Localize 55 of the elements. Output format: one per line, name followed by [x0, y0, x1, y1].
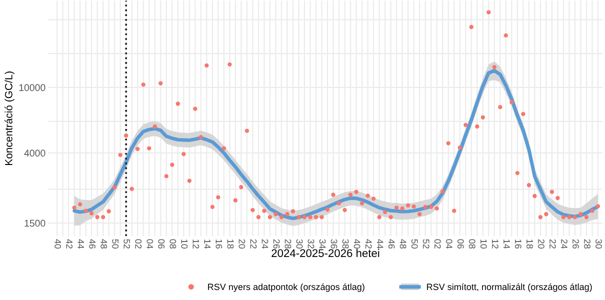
x-tick-label: 06: [158, 239, 165, 249]
legend-label: RSV nyers adatpontok (országos átlag): [208, 283, 364, 292]
x-tick-label: 30: [596, 239, 602, 249]
x-tick-label: 40: [354, 239, 360, 249]
x-tick-label: 26: [273, 239, 280, 249]
y-tick-label: 4000: [24, 150, 46, 157]
x-tick-label: 02: [135, 239, 142, 248]
x-tick-label: 04: [446, 239, 452, 249]
x-tick-label: 30: [296, 239, 303, 249]
x-tick-label: 28: [284, 239, 292, 249]
x-tick-label: 28: [584, 239, 590, 249]
x-tick-label: 08: [170, 239, 176, 249]
x-tick-label: 22: [250, 239, 257, 248]
x-tick-label: 34: [319, 239, 326, 249]
x-tick-label: 38: [342, 239, 349, 249]
x-tick-label: 16: [216, 240, 222, 249]
y-tick-label: 10000: [19, 84, 46, 92]
x-tick-label: 12: [492, 240, 498, 248]
x-tick-label: 50: [411, 239, 418, 249]
x-tick-label: 44: [376, 239, 384, 249]
x-tick-label: 16: [514, 240, 522, 249]
x-tick-label: 14: [504, 240, 510, 249]
x-tick-label: 02: [434, 239, 441, 248]
x-tick-label: 14: [204, 240, 211, 249]
x-tick-label: 52: [124, 239, 130, 248]
x-tick-label: 24: [262, 239, 268, 249]
x-tick-label: 22: [550, 239, 556, 248]
x-tick-label: 18: [227, 240, 234, 249]
x-tick-label: 08: [468, 239, 476, 249]
x-tick-label: 46: [89, 239, 96, 249]
x-tick-label: 48: [100, 239, 108, 249]
x-tick-label: 12: [192, 240, 200, 248]
legend-label: RSV simított, normalizált (országos átlag): [427, 283, 592, 292]
x-tick-label: 40: [54, 239, 61, 249]
x-tick-label: 32: [308, 239, 314, 248]
x-tick-label: 06: [457, 239, 464, 249]
x-tick-label: 44: [78, 239, 84, 249]
x-tick-label: 20: [238, 239, 246, 249]
x-tick-label: 20: [538, 239, 544, 249]
x-tick-label: 18: [526, 240, 533, 249]
x-tick-label: 10: [181, 240, 188, 249]
x-tick-label: 26: [572, 239, 579, 249]
x-tick-label: 04: [146, 239, 154, 249]
x-tick-label: 46: [388, 239, 395, 249]
x-tick-label: 52: [422, 239, 430, 248]
x-tick-label: 10: [480, 240, 487, 249]
x-tick-label: 36: [330, 239, 338, 249]
y-tick-label: 1500: [24, 220, 46, 227]
x-tick-label: 48: [400, 239, 406, 249]
x-tick-label: 50: [112, 239, 119, 249]
x-tick-label: 42: [66, 239, 73, 248]
y-axis-title: Koncentráció (GC/L): [4, 72, 14, 165]
x-axis-title: 2024-2025-2026 hetei: [272, 248, 380, 258]
x-tick-label: 42: [365, 239, 372, 248]
x-tick-label: 24: [561, 239, 568, 249]
